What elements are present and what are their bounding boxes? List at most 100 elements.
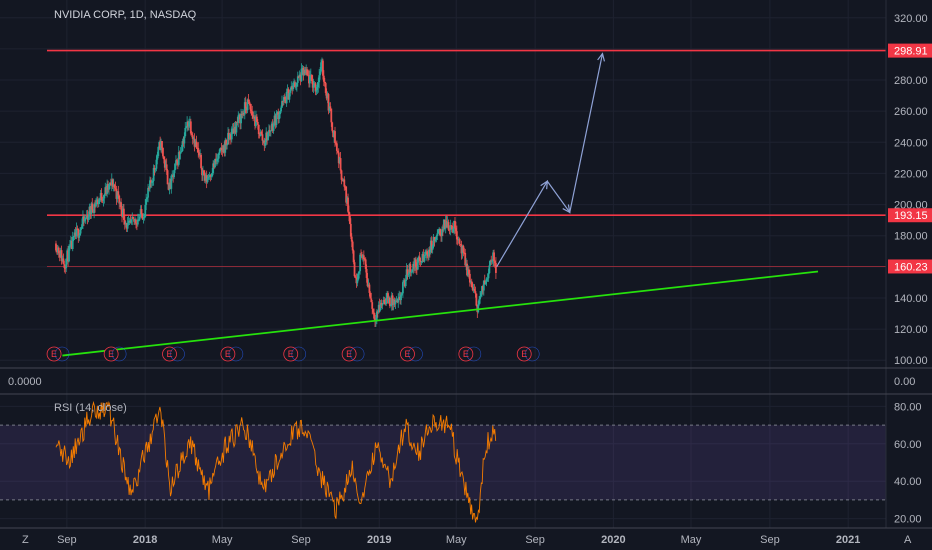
candle-body	[340, 170, 343, 180]
candle	[340, 169, 343, 185]
candle	[345, 186, 348, 207]
candle-body	[154, 168, 157, 170]
candle-body	[307, 74, 309, 76]
candle-body	[185, 127, 188, 129]
candle-body	[133, 218, 136, 222]
candle	[460, 240, 463, 260]
candle-body	[318, 75, 321, 83]
candle	[292, 81, 295, 92]
zoom-button[interactable]: Z	[22, 534, 29, 546]
candle	[348, 212, 351, 225]
earnings-marker[interactable]: E	[46, 346, 70, 362]
candle	[377, 301, 380, 314]
candle	[349, 218, 352, 240]
candle-body	[276, 112, 279, 114]
candle-body	[77, 228, 80, 238]
rsi-tick-label: 80.00	[894, 401, 922, 413]
candle	[408, 262, 411, 279]
candle-body	[203, 174, 206, 181]
candle-body	[423, 255, 426, 262]
candle-body	[311, 80, 314, 88]
candle-body	[425, 251, 428, 256]
candle-body	[441, 229, 444, 231]
earnings-marker[interactable]: E	[162, 346, 185, 362]
candle-body	[168, 182, 171, 190]
time-axis[interactable]: Sep 2018 May Sep 2019 May Sep 2020 May Sep 2021	[57, 534, 860, 546]
candle	[187, 120, 189, 131]
earnings-marker[interactable]: E	[341, 346, 365, 362]
candle	[433, 236, 436, 247]
candle	[64, 265, 67, 274]
candle-body	[349, 223, 352, 237]
candle	[314, 81, 317, 96]
candle-body	[208, 175, 211, 178]
candle-body	[269, 130, 272, 132]
candle-body	[455, 231, 458, 240]
candle	[133, 218, 136, 225]
candle	[127, 215, 130, 226]
candle	[142, 213, 145, 224]
support-trendline[interactable]	[62, 270, 819, 357]
candle-body	[353, 262, 356, 277]
candle	[318, 69, 321, 89]
candle	[295, 81, 297, 91]
earnings-marker[interactable]: E	[283, 346, 307, 362]
candle	[398, 290, 401, 301]
candle	[479, 291, 481, 304]
earnings-marker-circle	[516, 346, 532, 362]
earnings-marker[interactable]: E	[516, 346, 540, 362]
candle-body	[375, 311, 378, 321]
candle	[383, 296, 386, 305]
candle-body	[254, 116, 256, 126]
candle	[490, 255, 493, 265]
candle-body	[173, 170, 176, 177]
candle-body	[90, 203, 93, 215]
auto-scale-button[interactable]: A	[904, 534, 912, 546]
candle-body	[371, 302, 374, 309]
candle-body	[214, 158, 216, 168]
candle-body	[282, 101, 284, 102]
candle	[263, 137, 266, 151]
candle	[481, 284, 484, 295]
candle-body	[212, 163, 215, 174]
candle	[134, 216, 136, 225]
candle	[115, 185, 118, 205]
candle-body	[464, 252, 467, 266]
candle-body	[300, 68, 303, 82]
candle	[229, 131, 232, 145]
candle	[288, 92, 291, 103]
candle	[189, 118, 192, 136]
candle-body	[319, 71, 322, 76]
candle-body	[83, 218, 86, 221]
candle-body	[99, 192, 102, 199]
earnings-marker[interactable]: E	[458, 346, 482, 362]
candle-body	[355, 277, 358, 284]
candle-body	[94, 204, 96, 207]
candle-body	[227, 132, 229, 145]
candle-body	[136, 219, 139, 225]
candle-body	[93, 204, 96, 214]
candle	[294, 80, 296, 89]
candle-body	[305, 69, 308, 74]
time-tick-label: 2021	[836, 534, 860, 546]
candle-body	[67, 250, 69, 262]
candle-body	[348, 215, 351, 224]
candle	[267, 131, 269, 141]
candle	[394, 298, 397, 310]
candle-body	[73, 232, 76, 236]
candle-body	[134, 219, 136, 222]
earnings-marker[interactable]: E	[400, 346, 423, 362]
candle	[77, 228, 80, 243]
earnings-marker[interactable]: E	[103, 346, 127, 362]
candle	[454, 216, 456, 234]
candle-body	[82, 216, 85, 221]
candle-body	[282, 97, 285, 102]
candle	[462, 244, 465, 257]
rsi-axis[interactable]: 80.00 60.00 40.00 20.00	[894, 401, 922, 525]
candle-body	[244, 102, 247, 108]
projection-path[interactable]	[496, 53, 604, 268]
candle	[56, 244, 59, 256]
earnings-marker[interactable]: E	[220, 346, 244, 362]
candle	[446, 216, 449, 229]
